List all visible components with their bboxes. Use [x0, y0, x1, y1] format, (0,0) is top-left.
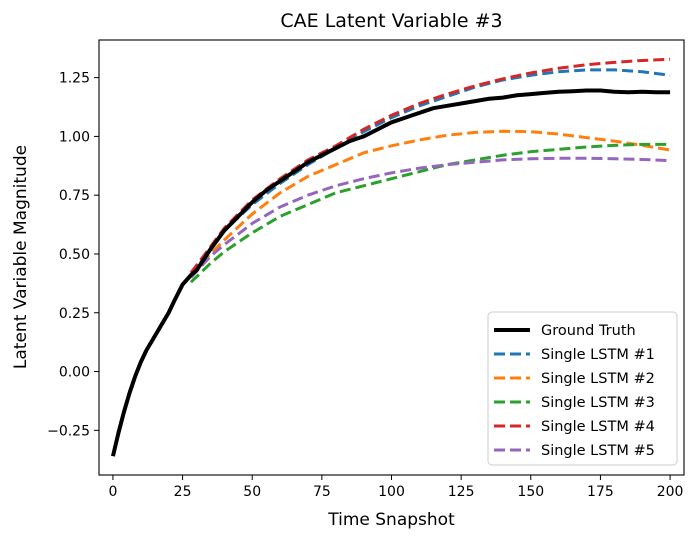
x-tick-label: 100: [378, 484, 405, 500]
legend-label-single-lstm-4: Single LSTM #4: [541, 419, 655, 435]
x-tick-label: 125: [448, 484, 475, 500]
legend-label-single-lstm-2: Single LSTM #2: [541, 371, 655, 387]
y-tick-label: 0.00: [59, 365, 90, 381]
x-tick-label: 0: [108, 484, 117, 500]
x-tick-label: 25: [174, 484, 192, 500]
y-tick-label: 1.00: [59, 129, 90, 145]
y-tick-label: −0.25: [47, 423, 90, 439]
series-line-single-lstm-1: [189, 68, 671, 277]
x-tick-label: 75: [313, 484, 331, 500]
x-axis-label: Time Snapshot: [327, 510, 455, 530]
y-axis: −0.25 0.00 0.25 0.50 0.75 1.00 1.25: [47, 71, 99, 439]
series-layer: [110, 57, 671, 457]
series-line-single-lstm-4: [189, 57, 671, 274]
y-axis-label: Latent Variable Magnitude: [11, 145, 31, 369]
series-line-ground-truth: [110, 88, 671, 457]
x-tick-label: 50: [243, 484, 261, 500]
series-line-single-lstm-3: [189, 142, 671, 284]
legend: Ground Truth Single LSTM #1 Single LSTM #2…: [487, 311, 678, 466]
x-tick-label: 175: [587, 484, 614, 500]
x-axis: 0 25 50 75 100 125 150 175 200: [108, 475, 683, 500]
legend-label-single-lstm-1: Single LSTM #1: [541, 347, 655, 363]
y-tick-label: 1.25: [59, 71, 90, 87]
series-line-single-lstm-5: [189, 156, 671, 279]
x-tick-label: 200: [657, 484, 684, 500]
y-tick-label: 0.75: [59, 188, 90, 204]
legend-label-ground-truth: Ground Truth: [541, 323, 636, 339]
legend-label-single-lstm-3: Single LSTM #3: [541, 395, 655, 411]
legend-label-single-lstm-5: Single LSTM #5: [541, 443, 655, 459]
legend-box: [487, 311, 678, 466]
y-tick-label: 0.25: [59, 306, 90, 322]
series-line-single-lstm-2: [189, 129, 671, 277]
chart-title: CAE Latent Variable #3: [280, 10, 502, 32]
x-tick-label: 150: [517, 484, 544, 500]
y-tick-label: 0.50: [59, 247, 90, 263]
